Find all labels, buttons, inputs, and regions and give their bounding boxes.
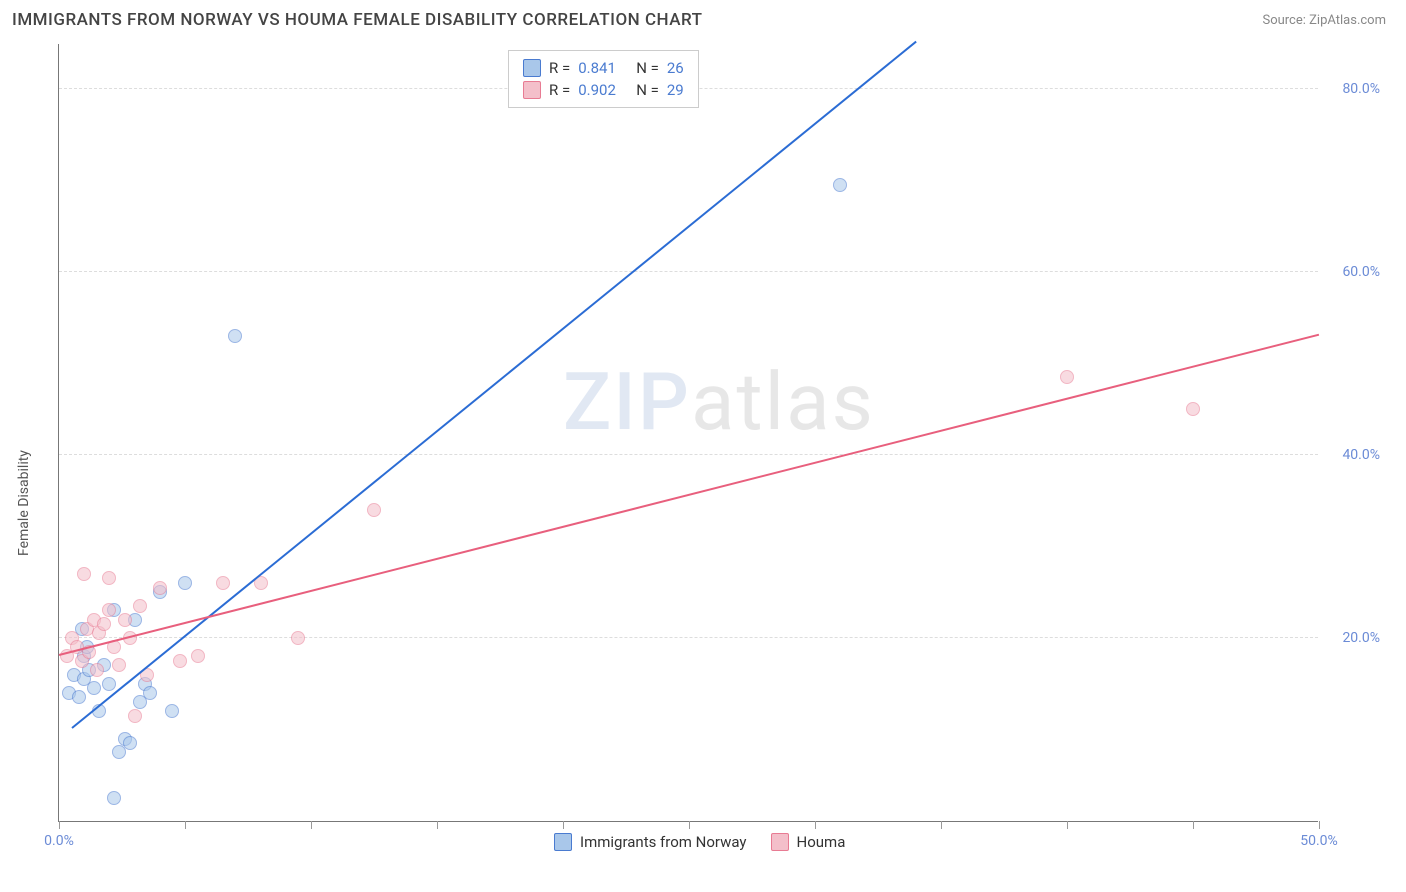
legend-swatch <box>554 833 572 851</box>
x-tick <box>1193 821 1194 829</box>
scatter-point <box>153 581 167 595</box>
scatter-point <box>291 631 305 645</box>
scatter-point <box>173 654 187 668</box>
scatter-point <box>1186 402 1200 416</box>
x-tick <box>437 821 438 829</box>
y-tick-label: 40.0% <box>1342 447 1380 463</box>
n-label: N = <box>636 59 659 77</box>
scatter-point <box>833 178 847 192</box>
x-tick-label: 0.0% <box>44 833 74 849</box>
legend-swatch <box>523 81 541 99</box>
x-tick <box>563 821 564 829</box>
n-value: 26 <box>667 59 684 77</box>
gridline <box>59 454 1318 455</box>
x-tick <box>689 821 690 829</box>
x-tick <box>941 821 942 829</box>
scatter-point <box>102 603 116 617</box>
x-tick <box>311 821 312 829</box>
n-label: N = <box>636 81 659 99</box>
scatter-point <box>1060 370 1074 384</box>
x-legend-item: Immigrants from Norway <box>554 833 747 851</box>
scatter-point <box>107 791 121 805</box>
trend-line <box>59 334 1319 656</box>
scatter-point <box>77 567 91 581</box>
x-axis-legend: Immigrants from Norway Houma <box>554 833 845 851</box>
x-tick <box>815 821 816 829</box>
watermark: ZIPatlas <box>563 355 875 449</box>
scatter-point <box>97 617 111 631</box>
scatter-point <box>72 690 86 704</box>
y-axis-label: Female Disability <box>16 450 32 556</box>
scatter-point <box>216 576 230 590</box>
r-value: 0.841 <box>578 59 628 77</box>
x-tick <box>59 821 60 829</box>
r-label: R = <box>549 81 570 99</box>
scatter-point <box>133 599 147 613</box>
scatter-point <box>123 736 137 750</box>
scatter-point <box>102 571 116 585</box>
chart-source: Source: ZipAtlas.com <box>1262 13 1386 28</box>
r-label: R = <box>549 59 570 77</box>
scatter-point <box>118 613 132 627</box>
scatter-point <box>90 663 104 677</box>
legend-row: R = 0.902 N = 29 <box>523 79 684 101</box>
scatter-point <box>228 329 242 343</box>
x-tick-label: 50.0% <box>1300 833 1338 849</box>
scatter-point <box>128 709 142 723</box>
legend-label: Houma <box>797 833 846 851</box>
scatter-point <box>191 649 205 663</box>
legend-swatch <box>523 59 541 77</box>
legend-label: Immigrants from Norway <box>580 833 747 851</box>
legend-stats: R = 0.841 N = 26 R = 0.902 N = 29 <box>508 50 699 108</box>
gridline <box>59 637 1318 638</box>
scatter-point <box>112 658 126 672</box>
scatter-point <box>367 503 381 517</box>
legend-row: R = 0.841 N = 26 <box>523 57 684 79</box>
trend-line <box>71 41 916 729</box>
scatter-point <box>178 576 192 590</box>
x-tick <box>1067 821 1068 829</box>
scatter-point <box>102 677 116 691</box>
r-value: 0.902 <box>578 81 628 99</box>
y-tick-label: 20.0% <box>1342 630 1380 646</box>
plot-area: 20.0%40.0%60.0%80.0%0.0%50.0%ZIPatlasR =… <box>58 44 1318 822</box>
n-value: 29 <box>667 81 684 99</box>
legend-swatch <box>771 833 789 851</box>
scatter-point <box>143 686 157 700</box>
scatter-point <box>165 704 179 718</box>
x-legend-item: Houma <box>771 833 846 851</box>
x-tick <box>185 821 186 829</box>
gridline <box>59 271 1318 272</box>
x-tick <box>1319 821 1320 829</box>
y-tick-label: 80.0% <box>1342 81 1380 97</box>
chart-title: IMMIGRANTS FROM NORWAY VS HOUMA FEMALE D… <box>12 10 703 30</box>
y-tick-label: 60.0% <box>1342 264 1380 280</box>
chart-header: IMMIGRANTS FROM NORWAY VS HOUMA FEMALE D… <box>0 0 1406 36</box>
scatter-point <box>87 681 101 695</box>
